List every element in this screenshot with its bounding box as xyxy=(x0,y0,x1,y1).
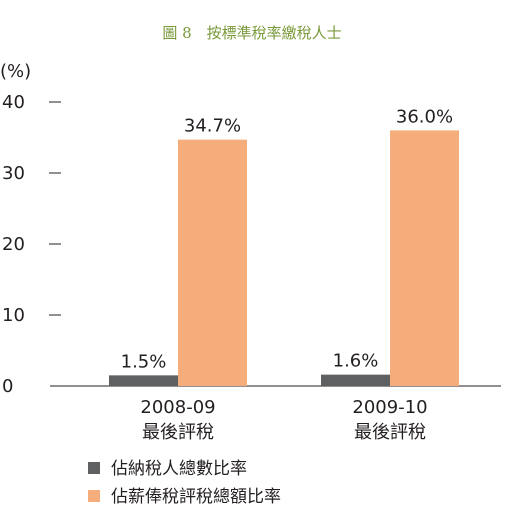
y-tick-label: 30 xyxy=(2,163,25,184)
y-tick-label: 0 xyxy=(2,376,13,397)
y-tick-label: 10 xyxy=(2,305,25,326)
legend-label: 佔薪俸稅評稅總額比率 xyxy=(111,487,281,506)
data-label: 36.0% xyxy=(396,106,453,127)
bars: 1.5% 1.6% 34.7% 36.0% xyxy=(109,106,459,386)
y-axis: 0 10 20 30 40 xyxy=(2,92,61,397)
chart-title: 圖 8 按標準稅率繳稅人士 xyxy=(162,24,341,42)
y-tick-label: 40 xyxy=(2,92,25,113)
category-label: 2009-10 xyxy=(352,397,427,418)
legend-swatch xyxy=(88,462,100,474)
category-labels: 2008-09 最後評稅 2009-10 最後評稅 xyxy=(140,397,427,443)
y-tick-label: 20 xyxy=(2,234,25,255)
bar-taxpayers-0 xyxy=(109,375,178,386)
bar-assessed-tax-1 xyxy=(390,130,459,386)
data-label: 1.6% xyxy=(333,351,379,372)
category-label: 2008-09 xyxy=(140,397,215,418)
data-label: 1.5% xyxy=(121,351,167,372)
legend-label: 佔納稅人總數比率 xyxy=(111,459,247,479)
bar-assessed-tax-0 xyxy=(178,139,247,386)
y-unit-label: (%) xyxy=(0,61,31,82)
bar-taxpayers-1 xyxy=(321,374,390,386)
category-sublabel: 最後評稅 xyxy=(354,422,426,443)
data-label: 34.7% xyxy=(184,116,241,137)
legend-swatch xyxy=(88,490,100,502)
category-sublabel: 最後評稅 xyxy=(142,422,214,443)
